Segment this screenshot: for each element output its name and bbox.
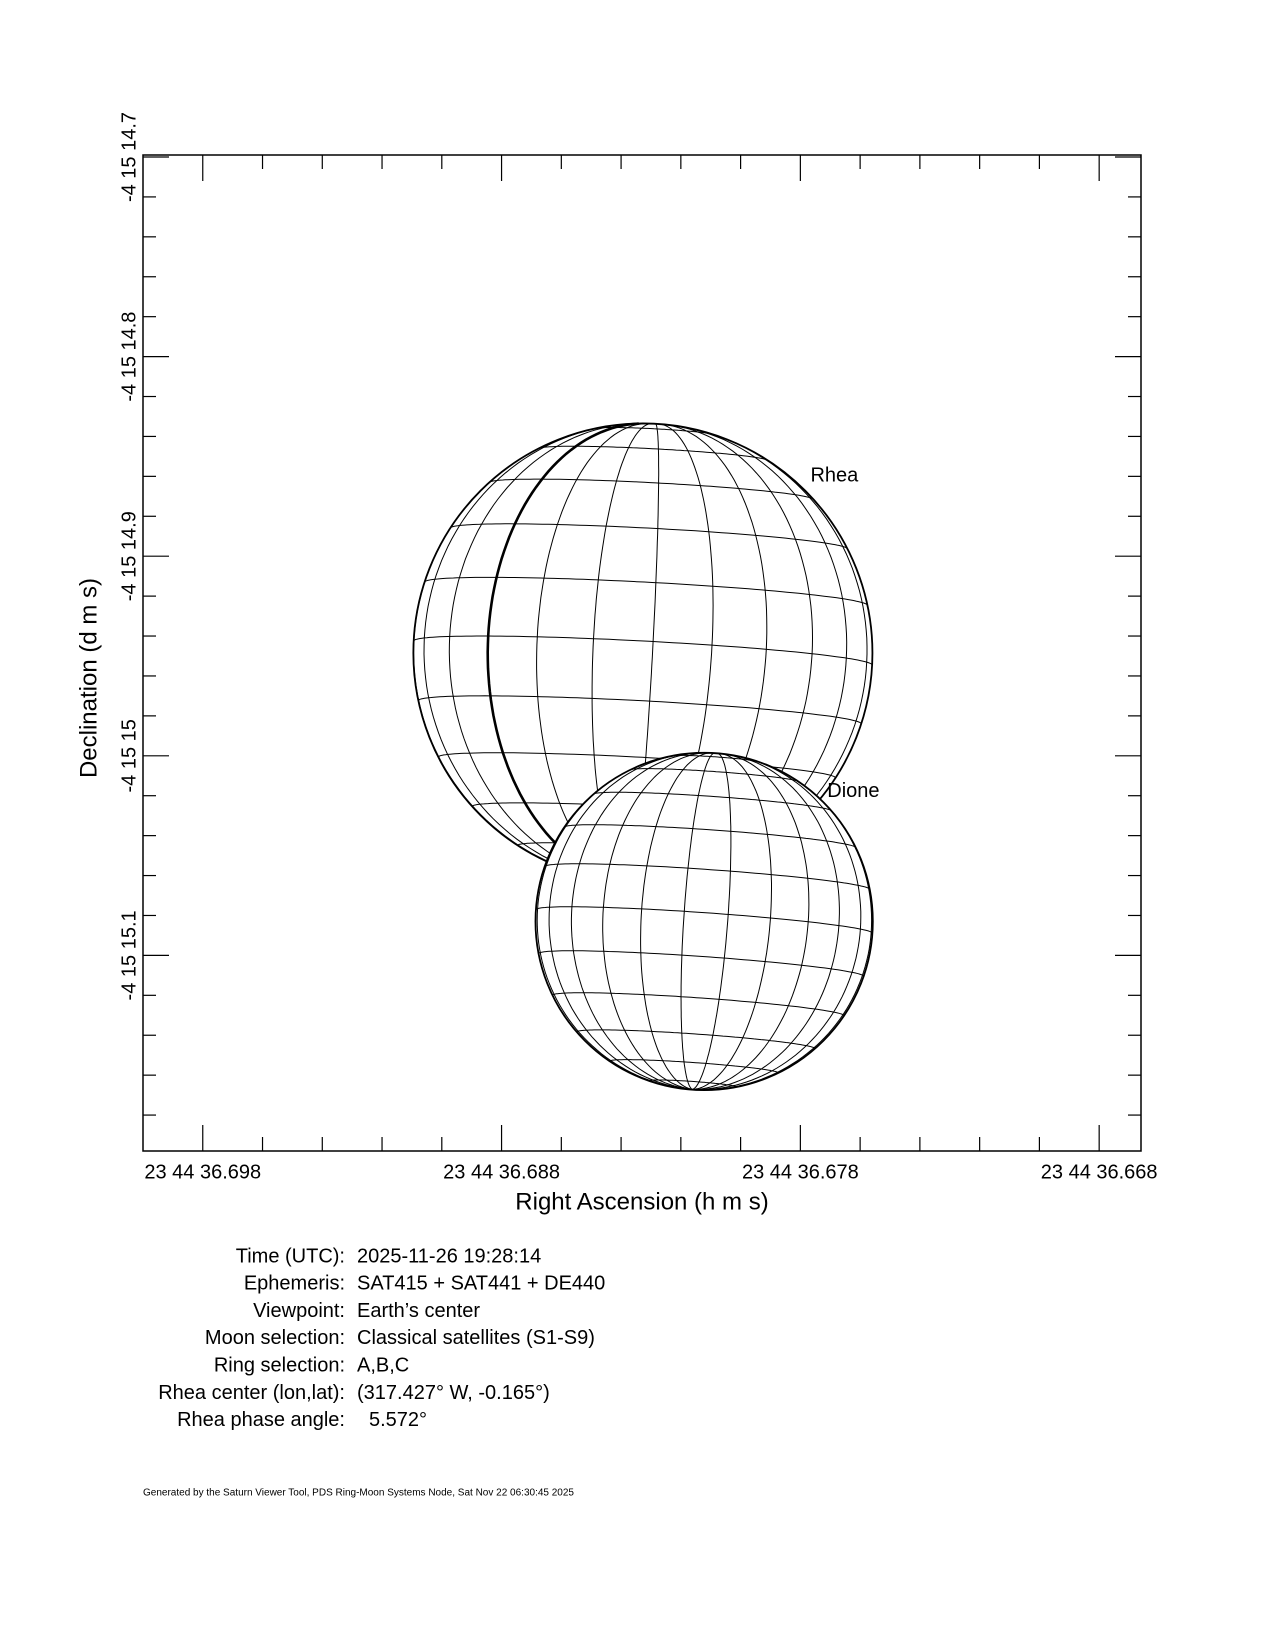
- info-label: Ephemeris:: [244, 1273, 345, 1295]
- info-value: Classical satellites (S1-S9): [357, 1327, 595, 1349]
- x-tick-label: 23 44 36.668: [1041, 1161, 1158, 1183]
- moon-grid-line: [570, 752, 703, 1090]
- moon-label: Dione: [827, 780, 879, 802]
- moon-grid-line: [548, 752, 695, 1090]
- info-value: SAT415 + SAT441 + DE440: [357, 1273, 605, 1295]
- info-label: Rhea center (lon,lat):: [158, 1382, 345, 1404]
- x-tick-label: 23 44 36.678: [742, 1161, 859, 1183]
- moon-grid-line: [552, 992, 845, 1016]
- moon-grid-line: [692, 754, 840, 1090]
- info-value: (317.427° W, -0.165°): [357, 1382, 550, 1404]
- info-value: 5.572°: [369, 1409, 427, 1431]
- info-label: Moon selection:: [205, 1327, 345, 1349]
- y-tick-label: -4 15 15.1: [118, 910, 140, 1000]
- x-tick-label: 23 44 36.688: [443, 1161, 560, 1183]
- moon-grid-line: [593, 791, 832, 811]
- info-value: 2025-11-26 19:28:14: [357, 1245, 541, 1267]
- moon-grid-line: [602, 752, 709, 1090]
- moon-grid-line: [576, 1029, 816, 1050]
- y-tick-label: -4 15 14.8: [118, 312, 140, 402]
- info-value: A,B,C: [357, 1354, 409, 1376]
- moon-label: Rhea: [810, 465, 859, 487]
- y-axis-label: Declination (d m s): [75, 578, 102, 778]
- y-tick-label: -4 15 15: [118, 719, 140, 792]
- moon-grid-line: [609, 1059, 779, 1074]
- moon-grid-line: [692, 753, 772, 1090]
- moon-grid-line: [692, 753, 810, 1090]
- moon-grid-line: [424, 576, 868, 606]
- moon-grid-line: [630, 768, 799, 782]
- moon-grid-line: [692, 755, 862, 1091]
- moon-grid-line: [535, 906, 873, 934]
- moon-grid-line: [640, 752, 712, 1090]
- moon-grid-line: [544, 863, 871, 890]
- info-value: Earth’s center: [357, 1300, 480, 1322]
- moon-grid-line: [448, 423, 635, 883]
- moon-grid-line: [423, 424, 631, 883]
- moon-grid-line: [538, 950, 865, 977]
- info-label: Ring selection:: [214, 1354, 345, 1376]
- info-label: Rhea phase angle:: [177, 1409, 345, 1431]
- footer: Generated by the Saturn Viewer Tool, PDS…: [143, 1488, 574, 1499]
- plot-frame: [142, 154, 1142, 1152]
- info-label: Time (UTC):: [236, 1245, 345, 1267]
- x-tick-label: 23 44 36.698: [144, 1161, 261, 1183]
- info-label: Viewpoint:: [253, 1300, 345, 1322]
- x-axis-label: Right Ascension (h m s): [515, 1188, 768, 1215]
- moon-grid-line: [564, 824, 856, 848]
- moon-grid-line: [680, 752, 715, 1090]
- moon-grid-line: [413, 635, 873, 666]
- moon: [534, 751, 874, 1092]
- moon-grid-line: [489, 478, 814, 500]
- moon-grid-line: [450, 523, 848, 549]
- moon-grid-line: [417, 695, 862, 724]
- y-tick-label: -4 15 14.9: [118, 511, 140, 601]
- y-tick-label: -4 15 14.7: [118, 112, 140, 202]
- moon-grid-line: [692, 752, 732, 1090]
